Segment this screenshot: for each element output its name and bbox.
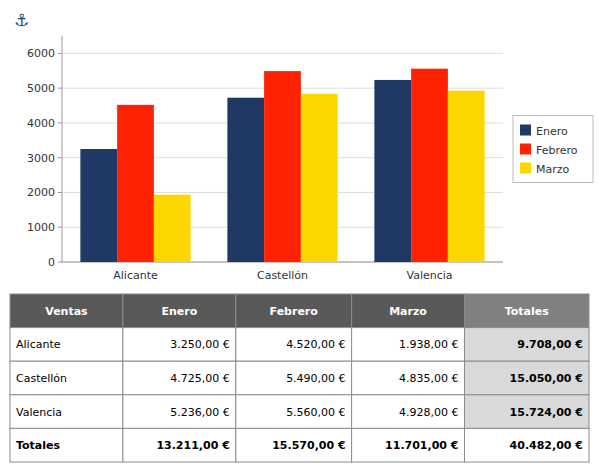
table-cell-text: 1.938,00 € bbox=[399, 338, 458, 351]
table-header-text: Totales bbox=[505, 305, 550, 318]
y-grid bbox=[58, 53, 503, 262]
table-cell bbox=[352, 328, 465, 362]
table-cell-text: 5.560,00 € bbox=[286, 406, 345, 419]
table-cell bbox=[123, 294, 236, 328]
legend-swatch bbox=[520, 144, 531, 155]
x-tick-label: Alicante bbox=[113, 269, 158, 282]
legend-swatch bbox=[520, 163, 531, 174]
y-tick-label: 0 bbox=[48, 256, 55, 269]
y-tick-label: 6000 bbox=[27, 47, 55, 60]
table-cell-text: 11.701,00 € bbox=[385, 439, 458, 452]
table-cell bbox=[10, 328, 123, 362]
table-cell-text: 15.050,00 € bbox=[510, 372, 583, 385]
table-cell-text: 40.482,00 € bbox=[510, 439, 583, 452]
table-cell bbox=[465, 328, 589, 362]
table-cell bbox=[352, 395, 465, 429]
legend-label: Febrero bbox=[536, 144, 578, 157]
legend: Enero Febrero Marzo bbox=[513, 116, 593, 183]
bar bbox=[448, 91, 485, 262]
table-cell bbox=[123, 328, 236, 362]
table-cell bbox=[465, 395, 589, 429]
y-tick bbox=[58, 262, 62, 263]
table-cell-text: 3.250,00 € bbox=[170, 338, 229, 351]
bar bbox=[411, 69, 448, 262]
bar bbox=[374, 80, 411, 262]
bar bbox=[154, 195, 191, 262]
bars bbox=[80, 69, 484, 262]
table-cell-text: Valencia bbox=[16, 406, 62, 419]
table-cell-text: 4.725,00 € bbox=[170, 372, 229, 385]
bar bbox=[117, 105, 154, 262]
table-cell bbox=[465, 361, 589, 395]
x-tick-label: Castellón bbox=[257, 269, 308, 282]
grid-line bbox=[62, 53, 503, 54]
table-cell bbox=[352, 428, 465, 462]
table-cell bbox=[123, 428, 236, 462]
table-cell-text: 5.490,00 € bbox=[286, 372, 345, 385]
table-cell bbox=[236, 328, 352, 362]
table-header-text: Marzo bbox=[389, 305, 427, 318]
table-cell bbox=[10, 428, 123, 462]
table-header-text: Febrero bbox=[270, 305, 319, 318]
legend-label: Marzo bbox=[536, 163, 570, 176]
page: {"chart_data": [ {"type": "bar", "annota… bbox=[0, 0, 599, 469]
table-header-text: Enero bbox=[161, 305, 197, 318]
x-tick-label: Valencia bbox=[406, 269, 452, 282]
y-tick bbox=[58, 53, 62, 54]
table-cell bbox=[352, 294, 465, 328]
legend-label: Enero bbox=[536, 125, 568, 138]
table-cell-text: 4.835,00 € bbox=[399, 372, 458, 385]
table-cell bbox=[352, 361, 465, 395]
table-cell bbox=[236, 395, 352, 429]
anchor-icon: ⚓ bbox=[14, 10, 29, 30]
y-tick-label: 4000 bbox=[27, 117, 55, 130]
table-cell-text: 5.236,00 € bbox=[170, 406, 229, 419]
table-cell bbox=[236, 428, 352, 462]
y-tick bbox=[58, 192, 62, 193]
bar bbox=[227, 98, 264, 262]
bar bbox=[264, 71, 301, 262]
table-cell bbox=[10, 395, 123, 429]
table-cell-text: 4.928,00 € bbox=[399, 406, 458, 419]
table-cell-text: Alicante bbox=[16, 338, 61, 351]
y-tick-label: 1000 bbox=[27, 221, 55, 234]
chart-page: ⚓ 0 1000 2000 3000 4000 5000 6000 Alicante Castel… bbox=[0, 0, 599, 469]
table-cell-text: Castellón bbox=[16, 372, 67, 385]
legend-swatch bbox=[520, 125, 531, 136]
table-cell bbox=[465, 294, 589, 328]
legend-box bbox=[513, 116, 593, 183]
table-cell-text: 13.211,00 € bbox=[156, 439, 229, 452]
table-cell bbox=[123, 361, 236, 395]
table-cell-text: 15.570,00 € bbox=[272, 439, 345, 452]
y-tick bbox=[58, 122, 62, 123]
table-cell bbox=[123, 395, 236, 429]
table-cell-text: 15.724,00 € bbox=[510, 406, 583, 419]
table-cell bbox=[236, 294, 352, 328]
bar bbox=[80, 149, 117, 262]
y-tick bbox=[58, 227, 62, 228]
y-tick-label: 5000 bbox=[27, 82, 55, 95]
y-tick-label: 2000 bbox=[27, 186, 55, 199]
bar bbox=[301, 94, 338, 262]
table-header-text: Ventas bbox=[45, 305, 88, 318]
table-cell bbox=[10, 294, 123, 328]
y-tick bbox=[58, 88, 62, 89]
table: Ventas Enero Febrero Marzo Totales Alicante 3.… bbox=[10, 294, 589, 462]
y-tick bbox=[58, 157, 62, 158]
y-axis-line bbox=[62, 36, 63, 262]
table-cell-text: Totales bbox=[16, 439, 61, 452]
table-cell bbox=[236, 361, 352, 395]
table-cell-text: 4.520,00 € bbox=[286, 338, 345, 351]
y-tick-label: 3000 bbox=[27, 152, 55, 165]
table-cell-text: 9.708,00 € bbox=[517, 338, 583, 351]
table-cell bbox=[10, 361, 123, 395]
table-cell bbox=[465, 428, 589, 462]
